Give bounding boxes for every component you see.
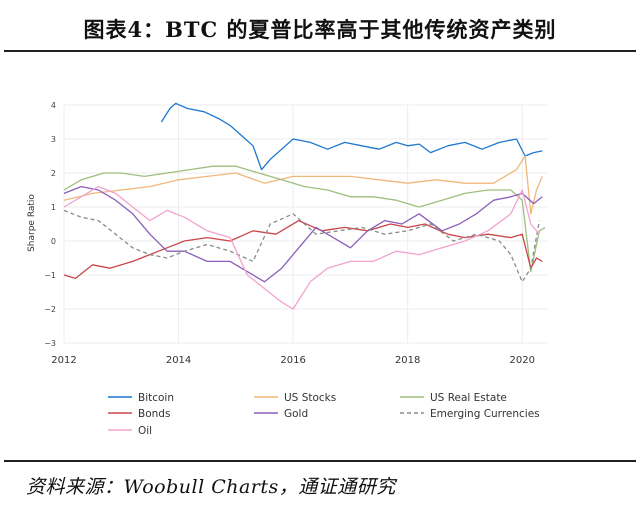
series-line-emerging-currencies [63,209,541,283]
y-tick-label: 0 [51,237,56,246]
legend-label-gold: Gold [284,408,308,420]
series-line-us-stocks [63,155,543,215]
figure-title: 图表4：BTC 的夏普比率高于其他传统资产类别 [83,17,557,42]
grid [63,104,548,344]
y-tick-label: 1 [51,203,56,212]
x-tick-label: 2018 [395,355,420,366]
bottom-rule [4,460,636,462]
y-axis-label: Sharpe Ratio [27,194,37,252]
sharpe-ratio-chart: 4 3 2 1 0 −1 −2 −3 2012 2014 2016 2018 2020 Bitcoin U… [27,101,548,437]
source-note: 资料来源：Woobull Charts，通证通研究 [26,476,396,498]
y-tick-label: −1 [44,271,56,280]
series-line-bonds [63,219,543,280]
legend-label-bonds: Bonds [138,408,170,420]
series-line-gold [63,185,543,283]
y-tick-label: −3 [44,339,56,348]
series-line-bitcoin [160,102,543,171]
x-tick-label: 2016 [280,355,305,366]
series-line-oil [63,185,540,310]
series-line-us-real-estate [63,165,546,273]
legend-label-bitcoin: Bitcoin [138,392,174,404]
y-tick-label: 4 [51,101,56,110]
legend-label-us-real-estate: US Real Estate [430,392,507,404]
axes: 4 3 2 1 0 −1 −2 −3 2012 2014 2016 2018 2020 [44,101,535,366]
x-tick-label: 2014 [166,355,191,366]
y-tick-label: −2 [44,305,56,314]
legend-label-emerging-currencies: Emerging Currencies [430,408,540,420]
series-lines [63,102,546,310]
legend-label-us-stocks: US Stocks [284,392,336,404]
top-rule [4,50,636,52]
x-tick-label: 2012 [51,355,76,366]
legend-label-oil: Oil [138,425,152,437]
y-tick-label: 3 [51,135,56,144]
legend: Bitcoin US Stocks US Real Estate Bonds Gold E… [108,392,540,437]
x-tick-label: 2020 [509,355,534,366]
y-tick-label: 2 [51,169,56,178]
